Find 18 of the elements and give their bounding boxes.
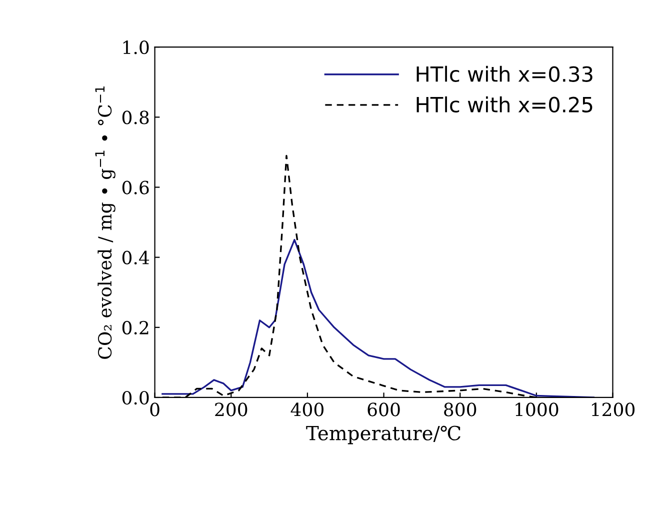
x-tick-label: 600 — [368, 402, 400, 416]
x-tick-label: 800 — [444, 402, 476, 416]
legend-label: HTlc with x=0.33 — [416, 66, 592, 82]
y-tick-label: 0.6 — [122, 180, 149, 194]
x-tick-label: 400 — [290, 402, 324, 416]
legend-label: HTlc with x=0.25 — [416, 96, 592, 113]
x-axis-title: Temperature/℃ — [306, 426, 460, 444]
y-tick-label: 0.8 — [122, 110, 149, 124]
y-tick-label: 0.0 — [122, 390, 149, 405]
x-tick-label: 200 — [215, 402, 248, 416]
y-tick-label: 0.4 — [122, 250, 150, 264]
line-series — [162, 238, 595, 398]
x-tick-label: 1000 — [516, 402, 558, 416]
x-tick-label: 1200 — [592, 402, 635, 416]
y-tick-label: 0.2 — [122, 320, 148, 335]
x-tick-label: 0 — [150, 402, 160, 416]
y-axis-title: CO₂ evolved / mg • g$^{−1}$ • °C$^{−1}$ — [95, 86, 116, 359]
y-tick-label: 1.0 — [123, 40, 149, 54]
